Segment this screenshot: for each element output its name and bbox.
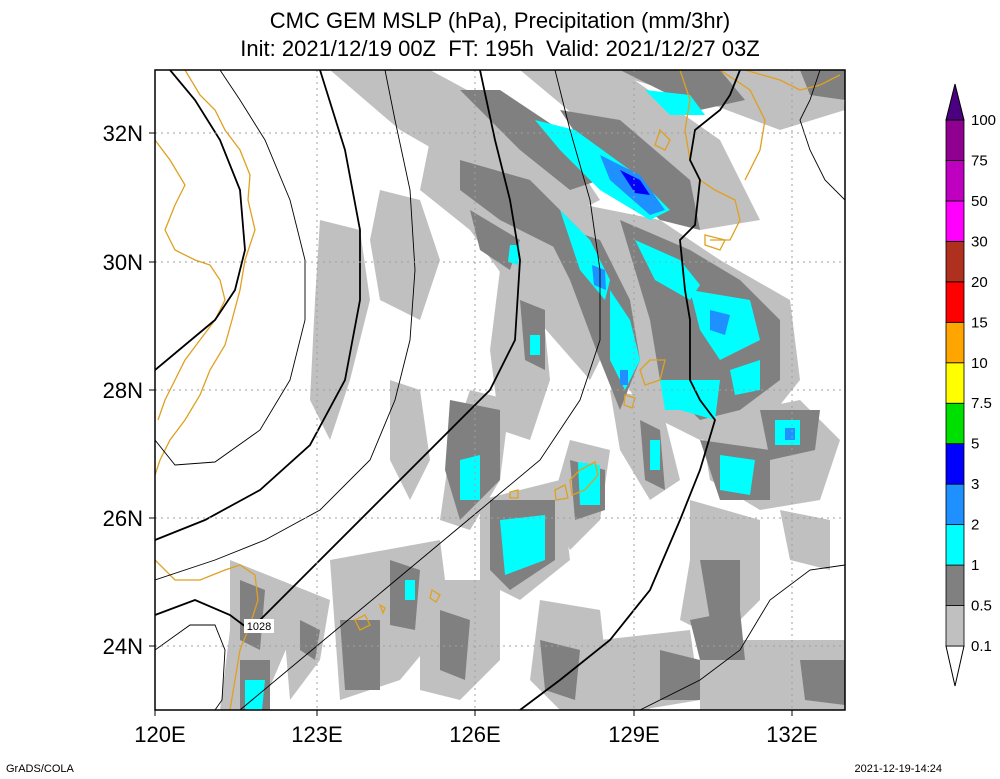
colorbar-label: 0.1 bbox=[971, 638, 992, 655]
colorbar-bottom-arrow bbox=[945, 645, 965, 687]
colorbar-label: 10 bbox=[971, 355, 988, 372]
y-tick-label: 30N bbox=[103, 250, 143, 275]
colorbar-segment bbox=[945, 483, 965, 526]
colorbar-label: 100 bbox=[971, 112, 996, 129]
isobar-label-box bbox=[244, 619, 274, 633]
x-tick-label: 132E bbox=[766, 722, 817, 747]
colorbar-segment bbox=[945, 443, 965, 485]
coastlines bbox=[155, 70, 841, 710]
precip-extreme bbox=[620, 170, 650, 195]
colorbar-label: 75 bbox=[971, 152, 988, 169]
colorbar: 0.1 0.5 1 2 3 5 7.5 10 15 20 30 50 75 100 bbox=[945, 83, 996, 687]
colorbar-label: 7.5 bbox=[971, 395, 992, 412]
colorbar-label: 5 bbox=[971, 436, 979, 453]
colorbar-label: 3 bbox=[971, 476, 979, 493]
colorbar-segment bbox=[945, 564, 965, 606]
graticule bbox=[155, 70, 845, 710]
colorbar-segment bbox=[945, 281, 965, 323]
colorbar-segment bbox=[945, 362, 965, 404]
x-tick-label: 120E bbox=[134, 722, 185, 747]
y-axis: 32N 30N 28N 26N 24N bbox=[103, 121, 143, 659]
x-tick-label: 123E bbox=[291, 722, 342, 747]
colorbar-label: 0.5 bbox=[971, 598, 992, 615]
map-content bbox=[155, 70, 845, 710]
y-tick-label: 24N bbox=[103, 634, 143, 659]
x-tick-label: 126E bbox=[449, 722, 500, 747]
y-tick-label: 28N bbox=[103, 378, 143, 403]
colorbar-segment bbox=[945, 240, 965, 283]
generation-timestamp: 2021-12-19-14:24 bbox=[854, 763, 942, 775]
colorbar-label: 2 bbox=[971, 517, 979, 534]
colorbar-label: 1 bbox=[971, 557, 979, 574]
colorbar-segment bbox=[945, 402, 965, 445]
x-tick-label: 129E bbox=[608, 722, 659, 747]
colorbar-segment bbox=[945, 160, 965, 202]
colorbar-segment bbox=[945, 524, 965, 566]
colorbar-segment bbox=[945, 119, 965, 161]
colorbar-segment bbox=[945, 200, 965, 242]
colorbar-label: 50 bbox=[971, 193, 988, 210]
colorbar-label: 20 bbox=[971, 274, 988, 291]
colorbar-label: 15 bbox=[971, 314, 988, 331]
y-tick-label: 32N bbox=[103, 121, 143, 146]
isobars bbox=[155, 70, 845, 710]
map-subtitle: Init: 2021/12/19 00Z FT: 195h Valid: 202… bbox=[240, 36, 760, 61]
x-axis: 120E 123E 126E 129E 132E bbox=[134, 722, 817, 747]
colorbar-segment bbox=[945, 321, 965, 364]
isobar-label: 1028 bbox=[247, 621, 271, 633]
map-title: CMC GEM MSLP (hPa), Precipitation (mm/3h… bbox=[269, 8, 731, 33]
software-credit: GrADS/COLA bbox=[6, 763, 74, 775]
y-tick-label: 26N bbox=[103, 506, 143, 531]
colorbar-label: 30 bbox=[971, 233, 988, 250]
colorbar-top-arrow bbox=[945, 83, 965, 121]
tick-marks bbox=[149, 132, 793, 716]
colorbar-segment bbox=[945, 605, 965, 647]
